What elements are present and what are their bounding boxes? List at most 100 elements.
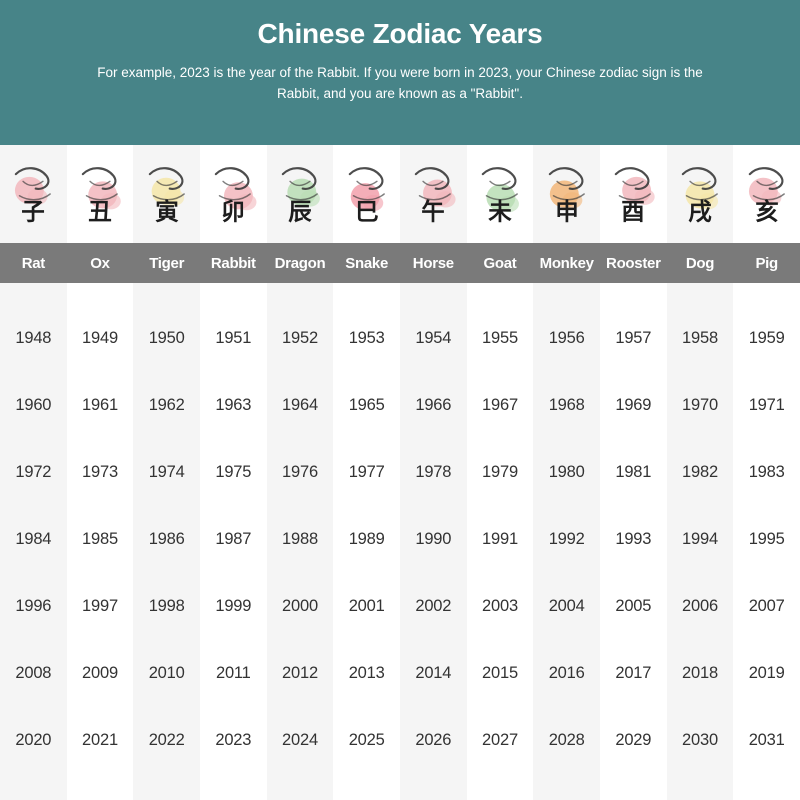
earthly-branch-character: 酉 <box>622 197 645 225</box>
ink-stroke <box>622 180 644 187</box>
year-cell: 1977 <box>348 463 385 481</box>
animal-name-monkey: Monkey <box>539 254 594 272</box>
ink-stroke <box>352 193 385 201</box>
earthly-branch-character: 亥 <box>755 197 778 225</box>
accent-blob-secondary <box>100 193 121 210</box>
year-cell: 1998 <box>148 597 185 615</box>
zodiac-icon-cell-tiger: 寅 <box>133 145 200 243</box>
year-cell: 2006 <box>682 597 718 615</box>
accent-blob-secondary <box>761 189 782 206</box>
zodiac-icon-cell-rooster: 酉 <box>600 145 667 243</box>
year-cell: 1958 <box>682 329 718 347</box>
animal-name-rabbit: Rabbit <box>210 254 256 272</box>
year-cell: 1982 <box>682 463 718 481</box>
header-subtitle: For example, 2023 is the year of the Rab… <box>97 65 703 102</box>
animal-name-pig: Pig <box>755 254 778 272</box>
zodiac-icon-cell-goat: 未 <box>467 145 534 243</box>
monkey-brush-icon: 申 <box>548 167 585 225</box>
ink-stroke <box>219 193 252 201</box>
animal-name-row: Rat Ox Tiger Rabbit Dragon Snake Horse Goat Monk… <box>0 243 800 283</box>
animal-name-horse: Horse <box>412 254 454 272</box>
animal-name-rooster: Rooster <box>606 254 661 272</box>
ink-stroke <box>85 193 118 201</box>
zodiac-icon-cell-ox: 丑 <box>67 145 134 243</box>
earthly-branch-character: 丑 <box>88 197 111 225</box>
year-cell: 1992 <box>548 530 585 548</box>
year-cell: 2003 <box>482 597 518 615</box>
year-cell: 1950 <box>148 329 185 347</box>
year-cell: 2019 <box>748 664 785 682</box>
year-cell: 2012 <box>282 664 318 682</box>
year-cell: 2026 <box>415 731 452 749</box>
ink-stroke <box>22 180 44 187</box>
rooster-brush-icon: 酉 <box>615 167 655 225</box>
year-cell: 1948 <box>15 329 52 347</box>
zodiac-icon-row: 子丑寅卯辰巳午未申酉戌亥 <box>0 145 800 243</box>
year-cell: 1959 <box>748 329 785 347</box>
accent-blob-secondary <box>27 188 48 205</box>
year-cell: 1970 <box>682 396 718 414</box>
ink-stroke <box>681 167 717 190</box>
year-cell: 1968 <box>548 396 585 414</box>
ink-stroke <box>755 180 778 187</box>
animal-name-goat: Goat <box>483 254 517 272</box>
ink-stroke <box>422 180 444 187</box>
ink-stroke <box>748 167 784 190</box>
year-cell: 2021 <box>82 731 118 749</box>
year-cell: 1985 <box>82 530 118 548</box>
zodiac-icon-cell-monkey: 申 <box>533 145 600 243</box>
year-cell: 1978 <box>415 463 452 481</box>
year-cell: 2024 <box>282 731 318 749</box>
accent-blob-secondary <box>562 192 583 209</box>
zodiac-icon-cell-dragon: 辰 <box>267 145 334 243</box>
year-cell: 1976 <box>282 463 318 481</box>
year-cell: 2007 <box>748 597 785 615</box>
year-cell: 1997 <box>82 597 118 615</box>
ox-brush-icon: 丑 <box>81 167 121 225</box>
earthly-branch-character: 戌 <box>688 197 712 225</box>
page-title: Chinese Zodiac Years <box>257 18 543 49</box>
zodiac-icon-cell-pig: 亥 <box>733 145 800 243</box>
earthly-branch-character: 巳 <box>355 197 378 225</box>
ink-stroke <box>355 180 378 187</box>
zodiac-icon-cell-rat: 子 <box>0 145 67 243</box>
year-cell: 2010 <box>148 664 185 682</box>
ink-stroke <box>289 180 311 187</box>
zodiac-icon-cell-snake: 巳 <box>333 145 400 243</box>
year-cell: 2013 <box>348 664 385 682</box>
year-cell: 2011 <box>215 664 251 682</box>
earthly-branch-character: 子 <box>22 197 45 225</box>
year-cell: 2002 <box>415 597 452 615</box>
year-cell: 1991 <box>482 530 518 548</box>
year-cell: 2001 <box>348 597 385 615</box>
ink-stroke <box>555 180 578 187</box>
earthly-branch-character: 申 <box>555 197 578 225</box>
accent-blob-secondary <box>436 191 456 208</box>
year-cell: 1980 <box>548 463 585 481</box>
year-cell: 1964 <box>282 396 318 414</box>
year-cell: 1975 <box>215 463 252 481</box>
year-cell: 2027 <box>482 731 518 749</box>
ink-stroke <box>685 193 718 201</box>
year-cell: 1984 <box>15 530 52 548</box>
year-cell: 1981 <box>615 463 652 481</box>
ink-stroke <box>15 167 50 190</box>
year-cell: 1951 <box>215 329 252 347</box>
ink-stroke <box>152 193 185 201</box>
year-cell: 2030 <box>682 731 718 749</box>
year-cell: 1995 <box>748 530 785 548</box>
ink-stroke <box>752 193 785 201</box>
animal-name-ox: Ox <box>90 254 110 272</box>
year-cell: 1994 <box>682 530 718 548</box>
year-cell: 1993 <box>615 530 652 548</box>
ink-stroke <box>155 180 178 187</box>
year-cell: 1957 <box>615 329 652 347</box>
earthly-branch-character: 未 <box>488 197 512 225</box>
year-cell: 1987 <box>215 530 252 548</box>
year-grid: 1948 1949 1950 1951 1952 1953 1954 1955 1956 1957… <box>0 283 800 800</box>
ink-stroke <box>619 193 652 201</box>
ink-stroke <box>552 193 585 201</box>
year-cell: 1956 <box>548 329 585 347</box>
year-cell: 2005 <box>615 597 652 615</box>
year-cell: 1973 <box>82 463 118 481</box>
